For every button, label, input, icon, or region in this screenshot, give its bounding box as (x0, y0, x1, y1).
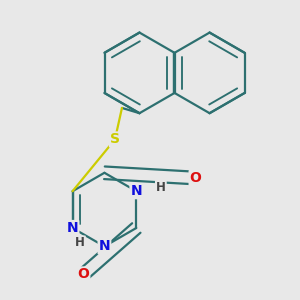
Text: H: H (75, 236, 85, 249)
Text: N: N (99, 239, 110, 254)
Text: S: S (110, 133, 120, 146)
Text: N: N (130, 184, 142, 198)
Text: O: O (190, 171, 202, 185)
Text: H: H (156, 181, 166, 194)
Text: O: O (77, 267, 89, 281)
Text: N: N (67, 221, 78, 235)
